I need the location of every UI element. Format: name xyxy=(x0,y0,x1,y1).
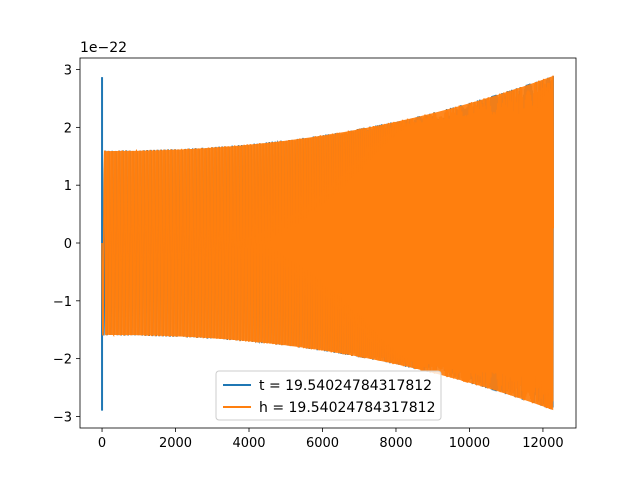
y-tick-label: −1 xyxy=(53,295,72,310)
y-tick-label: −3 xyxy=(53,410,72,425)
y-tick-label: 2 xyxy=(64,121,72,136)
legend-label-t: t = 19.54024784317812 xyxy=(259,378,432,394)
x-tick-label: 12000 xyxy=(522,436,563,451)
y-tick-label: −2 xyxy=(53,353,72,368)
x-tick-label: 0 xyxy=(98,436,106,451)
series-line-h xyxy=(101,75,554,410)
y-tick-label: 0 xyxy=(64,237,72,252)
x-tick-label: 10000 xyxy=(449,436,490,451)
x-tick-label: 6000 xyxy=(306,436,339,451)
plot-area xyxy=(101,75,554,411)
y-axis: −3 −2 −1 0 1 2 3 xyxy=(53,64,80,425)
y-offset-label: 1e−22 xyxy=(80,40,127,56)
x-axis: 0 2000 4000 6000 8000 10000 12000 xyxy=(98,428,564,451)
legend-box xyxy=(215,370,442,421)
legend: t = 19.54024784317812 h = 19.54024784317… xyxy=(215,370,442,421)
x-tick-label: 2000 xyxy=(159,436,192,451)
y-tick-label: 3 xyxy=(64,64,72,79)
y-tick-label: 1 xyxy=(64,179,72,194)
x-tick-label: 4000 xyxy=(232,436,265,451)
x-tick-label: 8000 xyxy=(379,436,412,451)
legend-label-h: h = 19.54024784317812 xyxy=(259,400,435,416)
